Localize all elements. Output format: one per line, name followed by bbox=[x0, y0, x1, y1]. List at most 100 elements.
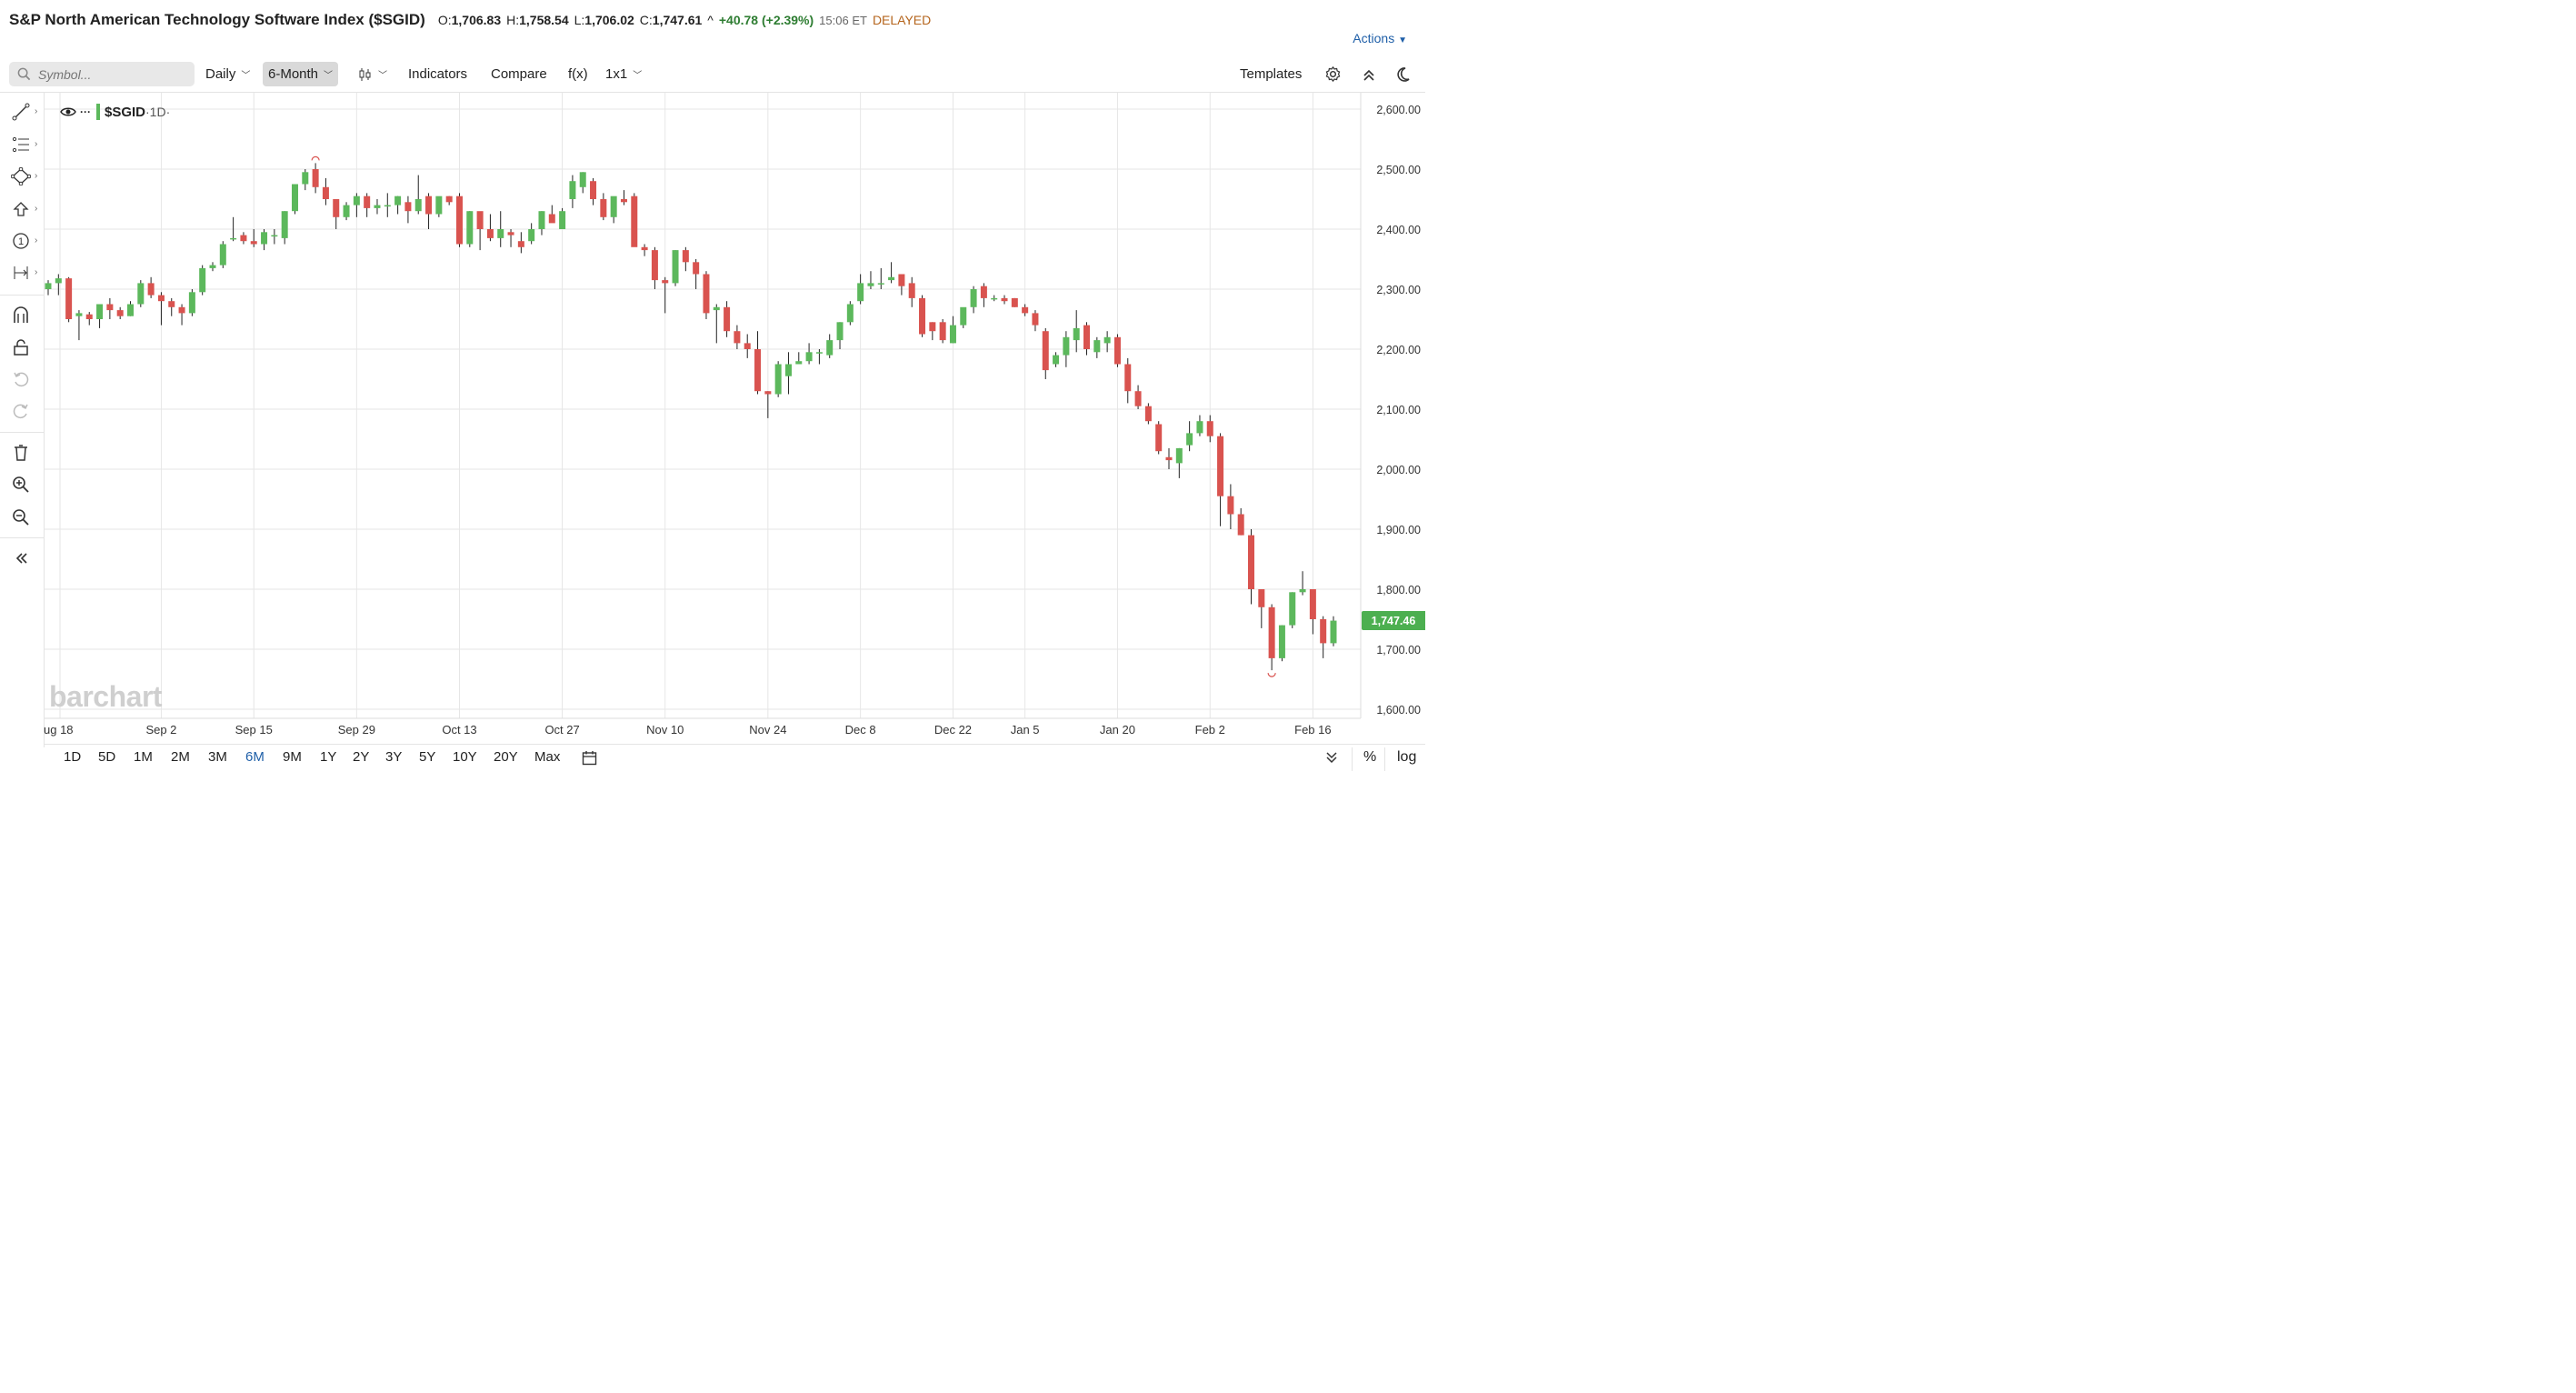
measure-tool-icon[interactable] bbox=[9, 261, 33, 285]
chevron-double-down-icon[interactable] bbox=[1325, 751, 1338, 768]
candle-body bbox=[836, 322, 844, 341]
candle-body bbox=[65, 278, 73, 319]
expand-arrow-icon[interactable]: › bbox=[35, 171, 38, 181]
y-tick-label: 2,000.00 bbox=[1376, 464, 1421, 476]
actions-label: Actions bbox=[1353, 31, 1395, 45]
candle-body bbox=[1032, 313, 1039, 326]
candlestick-icon bbox=[358, 67, 373, 82]
period-select[interactable]: 6-Month ﹀ bbox=[263, 62, 339, 86]
candle-body bbox=[1258, 589, 1265, 607]
candle-body bbox=[1134, 391, 1142, 406]
candle-body bbox=[219, 244, 226, 266]
expand-arrow-icon[interactable]: › bbox=[35, 204, 38, 214]
candle-body bbox=[45, 283, 52, 289]
fibonacci-tool-icon[interactable] bbox=[9, 133, 33, 156]
caret-down-icon: ▼ bbox=[1398, 35, 1407, 45]
candle-body bbox=[414, 199, 422, 212]
candle-body bbox=[209, 265, 216, 268]
percent-scale-button[interactable]: % bbox=[1363, 749, 1377, 765]
candle-body bbox=[96, 304, 104, 319]
candle-body bbox=[116, 310, 124, 316]
range-1d[interactable]: 1D bbox=[64, 749, 82, 765]
candle-body bbox=[754, 349, 762, 392]
interval-select[interactable]: Daily ﹀ bbox=[200, 62, 255, 86]
redo-icon[interactable] bbox=[9, 399, 33, 423]
candle-body bbox=[703, 274, 710, 314]
candle-body bbox=[106, 304, 114, 311]
collapse-up-icon[interactable] bbox=[1356, 62, 1382, 86]
candle-body bbox=[85, 314, 93, 319]
function-button[interactable]: f(x) bbox=[568, 66, 588, 82]
magnet-icon[interactable] bbox=[9, 303, 33, 326]
candle-body bbox=[425, 195, 433, 215]
more-options-icon[interactable]: ··· bbox=[80, 105, 91, 118]
log-scale-button[interactable]: log bbox=[1397, 749, 1417, 765]
collapse-left-icon[interactable] bbox=[9, 546, 33, 570]
settings-gear-icon[interactable] bbox=[1319, 62, 1347, 86]
range-1m[interactable]: 1M bbox=[134, 749, 153, 765]
candle-body bbox=[1001, 297, 1008, 302]
range-20y[interactable]: 20Y bbox=[494, 749, 518, 765]
number-marker-icon[interactable]: 1 bbox=[9, 229, 33, 253]
symbol-search[interactable] bbox=[9, 62, 195, 86]
range-10y[interactable]: 10Y bbox=[453, 749, 477, 765]
x-tick-label: Sep 2 bbox=[145, 723, 176, 737]
visibility-eye-icon[interactable] bbox=[60, 105, 76, 118]
trash-icon[interactable] bbox=[9, 441, 33, 465]
x-tick-label: Nov 24 bbox=[749, 723, 786, 737]
range-9m[interactable]: 9M bbox=[283, 749, 302, 765]
candle-body bbox=[394, 195, 402, 205]
candle-body bbox=[333, 199, 340, 217]
quote-header: S&P North American Technology Software I… bbox=[9, 7, 931, 33]
expand-arrow-icon[interactable]: › bbox=[35, 267, 38, 277]
candle-body bbox=[724, 306, 731, 332]
range-3m[interactable]: 3M bbox=[208, 749, 227, 765]
range-max[interactable]: Max bbox=[534, 749, 561, 765]
candle-body bbox=[497, 229, 504, 238]
indicators-button[interactable]: Indicators bbox=[408, 66, 468, 82]
compare-button[interactable]: Compare bbox=[491, 66, 547, 82]
actions-menu[interactable]: Actions ▼ bbox=[1353, 31, 1407, 45]
candle-body bbox=[528, 229, 535, 242]
range-5y[interactable]: 5Y bbox=[419, 749, 436, 765]
x-tick-label: Jan 20 bbox=[1100, 723, 1135, 737]
range-2y[interactable]: 2Y bbox=[353, 749, 370, 765]
candle-body bbox=[291, 184, 298, 212]
page-title: S&P North American Technology Software I… bbox=[9, 11, 425, 28]
candle-body bbox=[1144, 406, 1152, 422]
x-tick-label: Jan 5 bbox=[1011, 723, 1040, 737]
range-2m[interactable]: 2M bbox=[171, 749, 190, 765]
candle-body bbox=[764, 391, 772, 395]
arrow-up-tool-icon[interactable] bbox=[9, 197, 33, 221]
expand-arrow-icon[interactable]: › bbox=[35, 106, 38, 116]
expand-arrow-icon[interactable]: › bbox=[35, 236, 38, 246]
dark-mode-moon-icon[interactable] bbox=[1389, 62, 1416, 86]
range-3y[interactable]: 3Y bbox=[385, 749, 403, 765]
zoom-in-icon[interactable] bbox=[9, 473, 33, 496]
calendar-icon[interactable] bbox=[582, 750, 597, 770]
trendline-tool-icon[interactable] bbox=[9, 100, 33, 124]
price-chart[interactable]: 2,600.00 2,500.00 2,400.00 2,300.00 2,200.00… bbox=[0, 0, 1425, 746]
expand-arrow-icon[interactable]: › bbox=[35, 139, 38, 149]
range-1y[interactable]: 1Y bbox=[320, 749, 337, 765]
x-tick-label: Sep 15 bbox=[235, 723, 273, 737]
undo-icon[interactable] bbox=[9, 367, 33, 391]
chart-type-select[interactable]: ﹀ bbox=[353, 62, 393, 86]
candle-body bbox=[620, 199, 627, 203]
x-tick-label: Nov 10 bbox=[646, 723, 684, 737]
candle-body bbox=[271, 235, 278, 237]
shape-tool-icon[interactable] bbox=[9, 165, 33, 188]
candle-body bbox=[178, 306, 185, 314]
zoom-out-icon[interactable] bbox=[9, 506, 33, 529]
range-5d[interactable]: 5D bbox=[98, 749, 116, 765]
unlock-icon[interactable] bbox=[9, 336, 33, 359]
layout-label: 1x1 bbox=[605, 66, 628, 82]
symbol-input[interactable] bbox=[36, 65, 185, 83]
candle-body bbox=[261, 232, 268, 245]
range-6m[interactable]: 6M bbox=[245, 749, 265, 765]
y-tick-label: 1,900.00 bbox=[1376, 524, 1421, 536]
candle-body bbox=[374, 205, 381, 208]
layout-select[interactable]: 1x1 ﹀ bbox=[600, 62, 647, 86]
chevron-down-icon: ﹀ bbox=[378, 71, 387, 81]
templates-button[interactable]: Templates bbox=[1240, 66, 1303, 82]
